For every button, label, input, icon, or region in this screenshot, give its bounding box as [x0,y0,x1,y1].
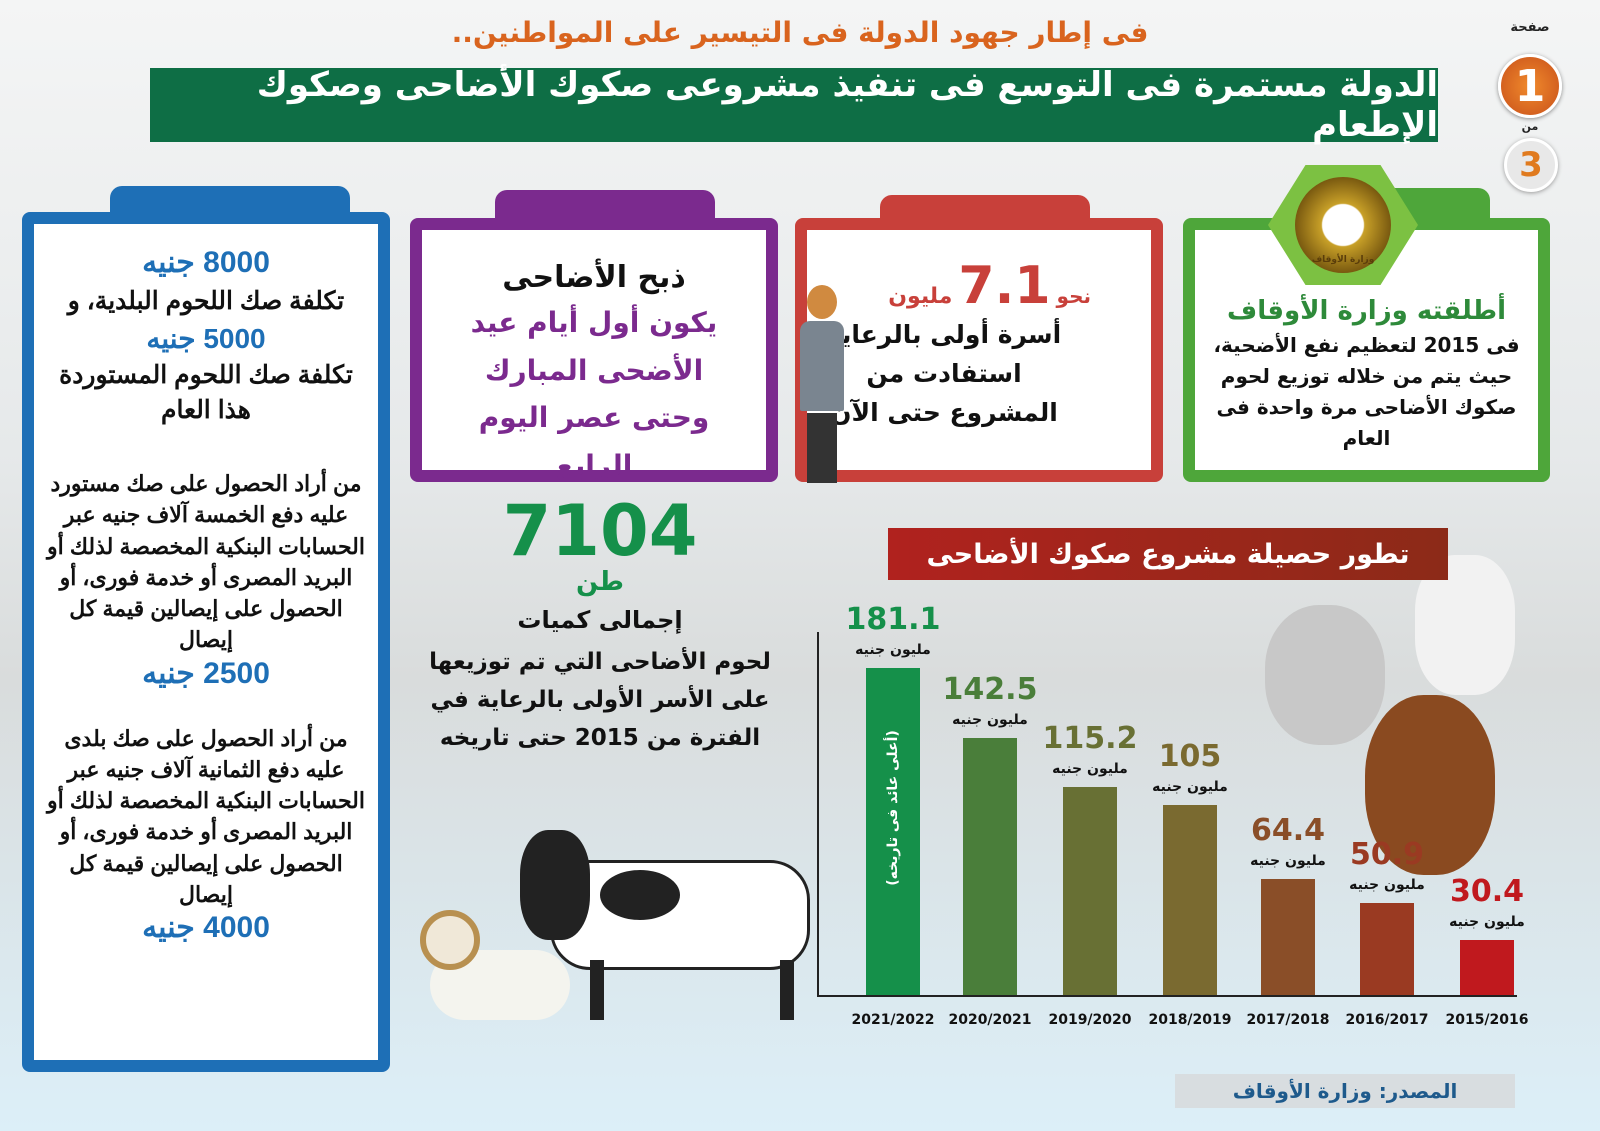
x-tick-label: 2018/2019 [1148,1012,1232,1028]
card-heading: ذبح الأضاحى [502,260,686,295]
source-label: المصدر: وزارة الأوقاف [1175,1074,1515,1108]
bar [1460,940,1514,995]
x-axis-line [817,995,1517,997]
local-text: من أراد الحصول على صك بلدى عليه دفع الثم… [47,725,365,907]
volunteer-illustration [796,285,848,485]
sheep-illustration [410,910,570,1060]
card-body: فى 2015 لتعظيم نفع الأضحية، حيث يتم من خ… [1213,333,1520,450]
x-tick-label: 2020/2021 [948,1012,1032,1028]
card-ministry: أطلقته وزارة الأوقاف فى 2015 لتعظيم نفع … [1183,218,1550,482]
card-body: يكون أول أيام عيد الأضحى المبارك وحتى عص… [470,306,718,482]
card-heading: أطلقته وزارة الأوقاف [1227,296,1506,326]
bar [1163,805,1217,995]
local-receipt-value: 4000 جنيه [142,911,270,944]
page-of-label: من [1521,120,1539,133]
imported-cost: 5000 جنيه [146,323,266,354]
bar [1063,786,1117,995]
bar-unit-label: مليون جنيه [1152,779,1228,796]
x-tick-label: 2021/2022 [851,1012,935,1028]
bar-value-label: 181.1 [845,602,941,637]
families-number: 7.1 [958,256,1051,316]
card-body: أسرة أولى بالرعاية استفادت من المشروع حت… [826,320,1062,427]
card-families: نحو 7.1 مليون أسرة أولى بالرعاية استفادت… [795,218,1163,482]
imported-cost-label: تكلفة صك اللحوم المستوردة هذا العام [59,361,353,425]
total-number: 7104 [502,490,698,572]
x-tick-label: 2016/2017 [1345,1012,1429,1028]
x-tick-label: 2015/2016 [1445,1012,1529,1028]
total-unit: طن [576,567,624,597]
bar-value-label: 142.5 [942,671,1038,707]
families-prefix: نحو [1056,284,1091,308]
card-costs: 8000 جنيه تكلفة صك اللحوم البلدية، و 500… [22,212,390,1072]
bar-value-label: 105 [1158,739,1222,775]
bar [1261,878,1315,995]
bar-unit-label: مليون جنيه [1052,760,1128,777]
bar [963,737,1017,995]
imported-text: من أراد الحصول على صك مستورد عليه دفع ال… [47,471,365,653]
current-page: 1 [1498,54,1562,118]
card-slaughter: ذبح الأضاحى يكون أول أيام عيد الأضحى الم… [410,218,778,482]
cow-illustration [490,830,820,1020]
bar [1360,903,1414,995]
local-cost: 8000 جنيه [142,246,270,279]
total-pages: 3 [1504,138,1558,192]
total-heading: إجمالى كميات [517,606,683,634]
total-body: لحوم الأضاحى التي تم توزيعها على الأسر ا… [429,649,771,751]
bar-annotation: (أعلى عائد فى تاريخه) [885,730,901,886]
bar-value-label: 115.2 [1042,720,1138,756]
page-label: صفحة [1510,20,1550,35]
ministry-logo: وزارة الأوقاف [1268,165,1418,285]
x-tick-label: 2019/2020 [1048,1012,1132,1028]
y-axis-line [817,632,819,996]
kicker: فى إطار جهود الدولة فى التيسير على الموا… [451,16,1149,49]
bar-unit-label: مليون جنيه [1449,914,1525,931]
goat-sheep-cow-illustration [1265,555,1565,885]
bar-unit-label: مليون جنيه [855,642,931,658]
page-title: الدولة مستمرة فى التوسع فى تنفيذ مشروعى … [150,65,1438,145]
x-tick-label: 2017/2018 [1246,1012,1330,1028]
chart-title: تطور حصيلة مشروع صكوك الأضاحى [888,528,1448,580]
bar-unit-label: مليون جنيه [952,711,1028,728]
families-unit: مليون [888,284,953,309]
imported-receipt-value: 2500 جنيه [142,656,270,690]
logo-text: وزارة الأوقاف [1295,177,1391,273]
bar [866,668,920,995]
local-cost-label: تكلفة صك اللحوم البلدية، و [67,287,345,315]
